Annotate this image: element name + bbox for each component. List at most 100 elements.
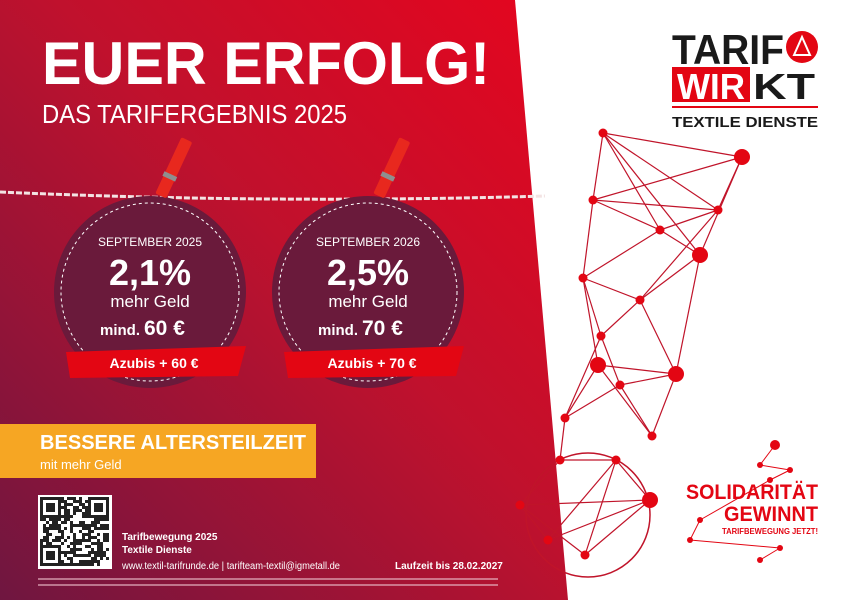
qr-cell xyxy=(40,539,43,542)
solidarity-line2: GEWINNT xyxy=(724,503,818,526)
qr-cell xyxy=(76,554,79,557)
offer-circle xyxy=(272,196,464,388)
network-edge xyxy=(564,364,599,419)
qr-cell xyxy=(61,530,64,533)
qr-cell xyxy=(79,554,82,557)
logo-wir: WIR xyxy=(677,66,745,107)
headline: EUER ERFOLG! xyxy=(42,30,490,97)
qr-cell xyxy=(79,503,82,506)
qr-cell xyxy=(49,542,52,545)
qr-cell xyxy=(79,548,82,551)
qr-cell xyxy=(88,545,91,548)
network-edge xyxy=(559,417,566,461)
qr-cell xyxy=(82,539,85,542)
qr-cell xyxy=(76,539,79,542)
qr-cell xyxy=(46,530,49,533)
qr-cell xyxy=(73,533,76,536)
offer-azubis: Azubis + 70 € xyxy=(327,355,416,371)
qr-cell xyxy=(85,509,88,512)
qr-cell xyxy=(70,548,73,551)
network-edge xyxy=(639,254,701,301)
network-node xyxy=(668,366,684,382)
qr-cell xyxy=(46,527,49,530)
azubi-ribbon xyxy=(66,346,246,378)
qr-cell xyxy=(70,563,73,566)
qr-cell xyxy=(103,524,106,527)
qr-cell xyxy=(70,542,73,545)
qr-cell xyxy=(79,500,82,503)
solidarity-line3: TARIFBEWEGUNG JETZT! xyxy=(722,527,818,536)
qr-cell xyxy=(73,497,76,500)
qr-cell xyxy=(103,551,106,554)
qr-cell xyxy=(82,515,85,518)
network-edge xyxy=(639,299,677,375)
qr-cell xyxy=(46,533,49,536)
network-edge xyxy=(699,156,743,256)
qr-cell xyxy=(82,521,85,524)
qr-cell xyxy=(61,497,64,500)
qr-cell xyxy=(97,527,100,530)
qr-cell xyxy=(88,530,91,533)
qr-cell xyxy=(88,554,91,557)
qr-cell xyxy=(64,521,67,524)
network-node xyxy=(578,273,588,283)
qr-cell xyxy=(52,539,55,542)
qr-finder-core xyxy=(46,503,55,512)
network-edge xyxy=(547,499,651,541)
qr-cell xyxy=(106,539,109,542)
offer-text: mehr Geld xyxy=(328,292,407,311)
qr-cell xyxy=(64,551,67,554)
clothespin-spring xyxy=(380,171,396,182)
logo-wir-box xyxy=(672,67,750,102)
footer-duration: Laufzeit bis 28.02.2027 xyxy=(395,561,503,572)
offer-text: mehr Geld xyxy=(110,292,189,311)
network-edge xyxy=(582,229,661,279)
logo-tagline: TEXTILE DIENSTE xyxy=(672,114,818,131)
qr-cell xyxy=(67,512,70,515)
offer-azubis: Azubis + 60 € xyxy=(109,355,198,371)
qr-cell xyxy=(73,542,76,545)
qr-cell xyxy=(76,500,79,503)
network-edge xyxy=(592,132,604,201)
qr-cell xyxy=(82,560,85,563)
azubi-ribbon xyxy=(284,346,464,378)
network-node xyxy=(615,380,625,390)
qr-cell xyxy=(97,521,100,524)
qr-cell xyxy=(58,527,61,530)
qr-cell xyxy=(61,563,64,566)
qr-cell xyxy=(55,527,58,530)
qr-cell xyxy=(61,521,64,524)
network-graphic xyxy=(515,128,793,578)
network-edge xyxy=(597,364,653,437)
network-edge xyxy=(619,384,653,437)
solidarity-edge xyxy=(759,444,776,466)
offer-min-label: mind. xyxy=(100,322,140,339)
qr-cell xyxy=(61,536,64,539)
qr-cell xyxy=(58,536,61,539)
network-node xyxy=(647,431,657,441)
qr-cell xyxy=(49,518,52,521)
qr-cell xyxy=(76,542,79,545)
offer-min-amount: 60 € xyxy=(144,317,185,340)
qr-cell xyxy=(82,533,85,536)
qr-cell xyxy=(88,536,91,539)
qr-cell xyxy=(67,503,70,506)
network-node xyxy=(560,413,570,423)
logo-kt: KT xyxy=(753,66,815,107)
solidarity-edge xyxy=(759,464,791,471)
qr-cell xyxy=(58,518,61,521)
qr-cell xyxy=(58,530,61,533)
banner-title: BESSERE ALTERSTEILZEIT xyxy=(40,432,306,454)
qr-cell xyxy=(61,533,64,536)
qr-cell xyxy=(61,560,64,563)
qr-cell xyxy=(43,527,46,530)
qr-cell xyxy=(103,518,106,521)
qr-cell xyxy=(52,521,55,524)
qr-cell xyxy=(55,524,58,527)
solidarity-edge xyxy=(689,539,781,549)
network-node xyxy=(692,247,708,263)
qr-cell xyxy=(82,506,85,509)
network-edge xyxy=(615,459,651,501)
qr-cell xyxy=(70,497,73,500)
